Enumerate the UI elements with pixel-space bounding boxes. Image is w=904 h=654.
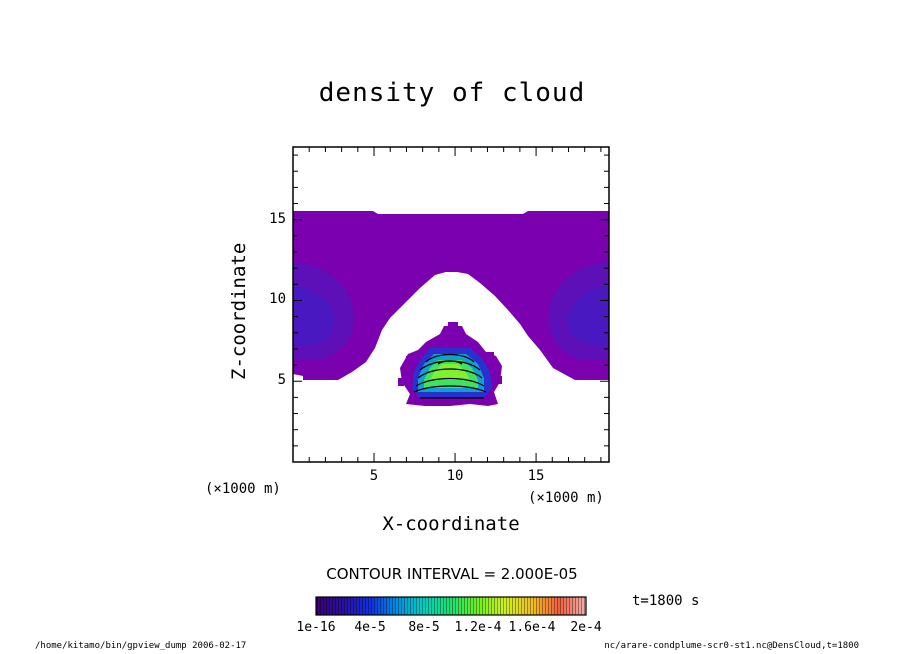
colorbar-tick-label: 8e-5 bbox=[408, 620, 440, 635]
plot-frame bbox=[292, 146, 610, 463]
colorbar bbox=[315, 596, 587, 616]
x-tick-label: 5 bbox=[369, 468, 379, 484]
axis-ticks bbox=[293, 147, 609, 462]
y-axis-unit: (×1000 m) bbox=[205, 481, 281, 497]
time-label: t=1800 s bbox=[632, 593, 700, 609]
left-core-inner bbox=[293, 284, 335, 346]
contour-lines bbox=[413, 353, 487, 399]
contour-interval: CONTOUR INTERVAL = 2.000E-05 bbox=[326, 565, 578, 583]
chart-title: density of cloud bbox=[318, 78, 586, 108]
upper-cloud-layer bbox=[293, 211, 609, 380]
colorbar-stripes bbox=[316, 597, 586, 615]
cloud-density-field bbox=[293, 211, 609, 406]
x-axis-label: X-coordinate bbox=[382, 513, 520, 535]
colorbar-tick-label: 2e-4 bbox=[570, 620, 602, 635]
y-tick-label: 10 bbox=[269, 291, 286, 308]
colorbar-frame bbox=[315, 596, 587, 616]
y-axis-label: Z-coordinate bbox=[228, 242, 250, 380]
colorbar-tick-label: 1.6e-4 bbox=[508, 620, 556, 635]
footer-right: nc/arare-condplume-scr0-st1.nc@DensCloud… bbox=[604, 641, 859, 651]
colorbar-tick-label: 4e-5 bbox=[354, 620, 386, 635]
colorbar-tick-label: 1.2e-4 bbox=[454, 620, 502, 635]
footer-left: /home/kitamo/bin/gpview_dump 2006-02-17 bbox=[35, 641, 247, 651]
y-tick-label: 15 bbox=[269, 210, 286, 227]
x-tick-label: 10 bbox=[446, 468, 464, 484]
colorbar-tick-label: 1e-16 bbox=[296, 620, 336, 635]
speckle-cells bbox=[398, 322, 502, 386]
central-cloud-core bbox=[430, 364, 470, 380]
right-core-inner bbox=[567, 284, 609, 346]
x-tick-label: 15 bbox=[527, 468, 545, 484]
y-tick-label: 5 bbox=[277, 372, 286, 389]
x-axis-unit: (×1000 m) bbox=[528, 490, 604, 506]
